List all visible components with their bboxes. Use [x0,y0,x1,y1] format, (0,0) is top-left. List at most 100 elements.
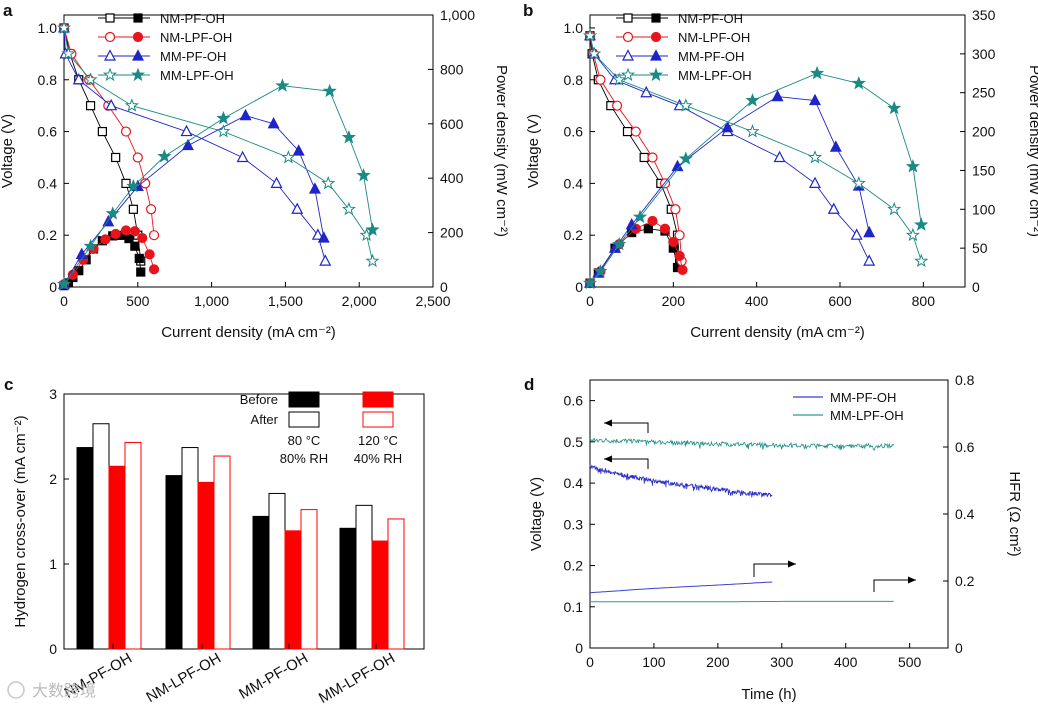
y2-tick-label: 150 [972,162,996,178]
y-tick-label: 0.6 [564,124,584,140]
data-point-mm-lpf-oh-power [126,179,141,193]
bar [165,475,183,650]
data-point-nm-lpf-oh-voltage [670,204,681,215]
y-tick-label: 0.6 [38,124,58,140]
data-point-mm-pf-oh-voltage [319,254,332,266]
data-point-nm-lpf-oh-power [677,264,688,276]
arrow-head [788,560,796,568]
data-point-mm-lpf-oh-voltage [678,98,693,112]
y-tick-label: 0.2 [38,227,58,243]
legend-marker-filled [133,13,143,23]
data-point-mm-lpf-oh-power [56,276,72,291]
x-tick-label: 400 [834,654,858,670]
data-point-mm-lpf-oh-voltage [281,150,296,164]
data-point-nm-lpf-oh-power [120,225,132,236]
series-line-mm-pf-oh-voltage [63,27,326,262]
data-point-mm-pf-oh-power [239,108,252,121]
y2-tick-label: 350 [972,7,996,23]
data-point-mm-pf-oh-voltage [72,72,85,85]
data-point-mm-pf-oh-voltage [809,176,821,188]
legend-marker-open [623,13,633,23]
arrow-line [604,458,649,469]
data-point-nm-lpf-oh-power [137,232,148,244]
data-point-mm-pf-oh-voltage [311,228,324,240]
plot-frame [589,14,966,288]
data-point-nm-lpf-oh-voltage [120,126,132,137]
data-point-mm-lpf-oh-power [887,100,902,115]
y-tick-label: 1 [49,556,57,572]
x-tick-label: MM-LPF-OH [316,650,398,707]
arrow-right-lpf-hfr [873,576,916,592]
y-tick-label: 0.4 [564,475,584,491]
series-line-mm-pf-oh-hfr [589,581,773,594]
arrow-head [604,419,612,427]
y2-tick-label: 0.4 [955,506,975,522]
arrow-head [604,455,612,463]
series-line-mm-lpf-oh-voltage [589,437,895,451]
data-point-nm-lpf-oh-voltage [140,178,151,189]
x-tick-label: 300 [770,654,794,670]
data-point-mm-pf-oh-voltage [180,124,193,137]
legend-condition: 40% RH [354,451,402,466]
y-tick-label: 1.0 [38,20,58,36]
legend-marker-open [622,49,634,61]
data-point-mm-lpf-oh-voltage [61,46,76,60]
legend-marker-filled [651,13,661,23]
data-point-mm-lpf-oh-power [83,238,98,253]
y2-tick-label: 50 [972,240,988,256]
series-line-nm-pf-oh-voltage [589,35,681,262]
watermark: 大数跨境 [7,681,96,700]
legend-label: NM-LPF-OH [160,30,232,45]
series-line-mm-lpf-oh-voltage [589,35,922,262]
data-point-mm-pf-oh-voltage [291,202,304,214]
y2-tick-label: 1,000 [440,7,475,23]
data-point-nm-lpf-oh-voltage [132,152,143,163]
y2-tick-label: 300 [972,46,996,62]
panel-letter: a [3,1,13,20]
data-point-mm-pf-oh-voltage [236,150,249,163]
x-axis-label: Time (h) [741,686,796,703]
y-tick-label: 1.0 [564,20,584,36]
series-line-nm-lpf-oh-voltage [589,35,683,262]
bar [355,504,373,650]
series-line-nm-pf-oh-voltage [63,27,142,262]
bar [387,518,405,650]
legend-marker-open [102,67,118,82]
data-point-mm-lpf-oh-power [612,236,627,251]
data-point-mm-lpf-oh-voltage [83,72,98,86]
legend-label: MM-PF-OH [160,49,226,64]
panel-letter: c [4,375,13,394]
bar [92,423,110,650]
data-point-nm-pf-oh-voltage [121,178,131,188]
x-tick-label: 0 [60,293,68,309]
y-tick-label: 0.4 [38,175,58,191]
data-point-mm-pf-oh-voltage [773,150,786,163]
data-point-nm-lpf-oh-voltage [595,74,606,85]
legend-marker-open [105,13,115,23]
x-tick-label: 500 [126,293,150,309]
y-tick-label: 2 [49,471,57,487]
data-point-nm-lpf-oh-voltage [674,230,685,241]
x-tick-label: 2,500 [415,293,450,309]
y-axis-label: Hydrogen cross-over (mA cm⁻²) [12,415,29,627]
y2-tick-label: 0.8 [955,372,975,388]
x-tick-label: 1,500 [268,293,303,309]
x-tick-label: 2,000 [342,293,377,309]
data-point-mm-lpf-oh-power [678,151,693,165]
data-point-nm-pf-oh-voltage [111,152,121,163]
legend-label: MM-LPF-OH [830,408,904,423]
legend-label: NM-PF-OH [160,11,225,26]
data-point-mm-pf-oh-voltage [850,228,863,240]
legend-marker-filled [130,67,146,82]
x-tick-label: 200 [662,293,686,309]
watermark-logo-icon [7,681,25,699]
data-point-mm-pf-oh-power [771,89,784,102]
bar [181,447,199,650]
x-tick-label: 800 [912,293,936,309]
data-point-mm-lpf-oh-power [365,222,380,236]
y-tick-label: 0.4 [564,175,584,191]
bar [213,455,231,650]
data-point-mm-lpf-oh-voltage [914,253,929,268]
data-point-nm-pf-oh-voltage [622,126,633,137]
